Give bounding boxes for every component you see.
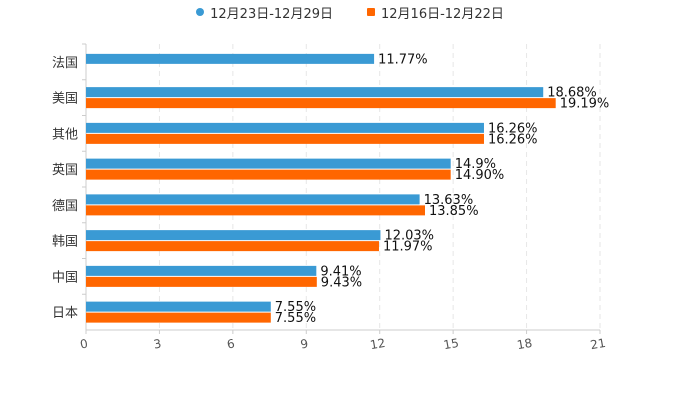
bar-series-2[interactable] — [86, 276, 317, 287]
bar-series-1[interactable] — [86, 87, 544, 98]
bar-series-1[interactable] — [86, 122, 484, 133]
bar-series-2[interactable] — [86, 169, 451, 180]
bar-series-1[interactable] — [86, 194, 420, 205]
bar-series-1[interactable] — [86, 53, 375, 64]
bar-series-1[interactable] — [86, 230, 381, 241]
x-tick-label: 21 — [589, 336, 606, 352]
x-tick-label: 3 — [152, 336, 162, 351]
data-label-series-2: 7.55% — [275, 311, 316, 326]
legend-marker-series-1 — [196, 8, 205, 16]
legend-label-series-2: 12月16日-12月22日 — [381, 6, 504, 22]
bar-series-1[interactable] — [86, 265, 317, 276]
data-label-series-2: 9.43% — [321, 275, 362, 290]
y-tick-label: 日本 — [52, 306, 78, 321]
data-label-series-2: 16.26% — [488, 132, 538, 147]
legend: 12月23日-12月29日 12月16日-12月22日 — [0, 2, 700, 22]
y-tick-label: 中国 — [52, 270, 78, 285]
bar-series-2[interactable] — [86, 241, 379, 252]
data-label-series-1: 18.68% — [547, 86, 597, 101]
y-tick-label: 韩国 — [52, 235, 78, 250]
x-tick-label: 0 — [79, 336, 89, 351]
bar-series-2[interactable] — [86, 133, 484, 144]
data-label-series-1: 12.03% — [384, 229, 434, 244]
x-tick-label: 18 — [516, 336, 533, 352]
data-label-series-1: 14.9% — [455, 157, 496, 172]
bar-series-2[interactable] — [86, 205, 425, 216]
data-label-series-2: 14.90% — [455, 168, 505, 183]
legend-item-series-1[interactable]: 12月23日-12月29日 — [196, 3, 333, 22]
bar-series-2[interactable] — [86, 98, 556, 109]
x-tick-label: 6 — [226, 336, 236, 351]
y-tick-label: 法国 — [52, 56, 78, 71]
data-label-series-2: 13.85% — [429, 204, 479, 219]
y-tick-label: 德国 — [52, 199, 78, 214]
bar-series-1[interactable] — [86, 158, 451, 169]
bar-series-2[interactable] — [86, 312, 271, 323]
data-label-series-1: 9.41% — [320, 264, 361, 279]
x-tick-label: 9 — [299, 336, 309, 351]
data-label-series-1: 13.63% — [424, 193, 474, 208]
data-label-series-1: 11.77% — [378, 52, 428, 67]
x-tick-label: 12 — [369, 336, 386, 352]
data-label-series-1: 7.55% — [275, 300, 316, 315]
data-label-series-1: 16.26% — [488, 121, 538, 136]
y-tick-label: 英国 — [52, 163, 78, 178]
x-tick-label: 15 — [442, 336, 459, 352]
data-label-series-2: 11.97% — [383, 240, 433, 255]
legend-item-series-2[interactable]: 12月16日-12月22日 — [367, 3, 504, 22]
bar-series-1[interactable] — [86, 301, 271, 312]
legend-marker-series-2 — [367, 8, 375, 16]
y-tick-label: 美国 — [52, 92, 78, 107]
data-label-series-2: 19.19% — [560, 97, 610, 112]
y-tick-label: 其他 — [52, 127, 78, 142]
legend-label-series-1: 12月23日-12月29日 — [210, 6, 333, 22]
